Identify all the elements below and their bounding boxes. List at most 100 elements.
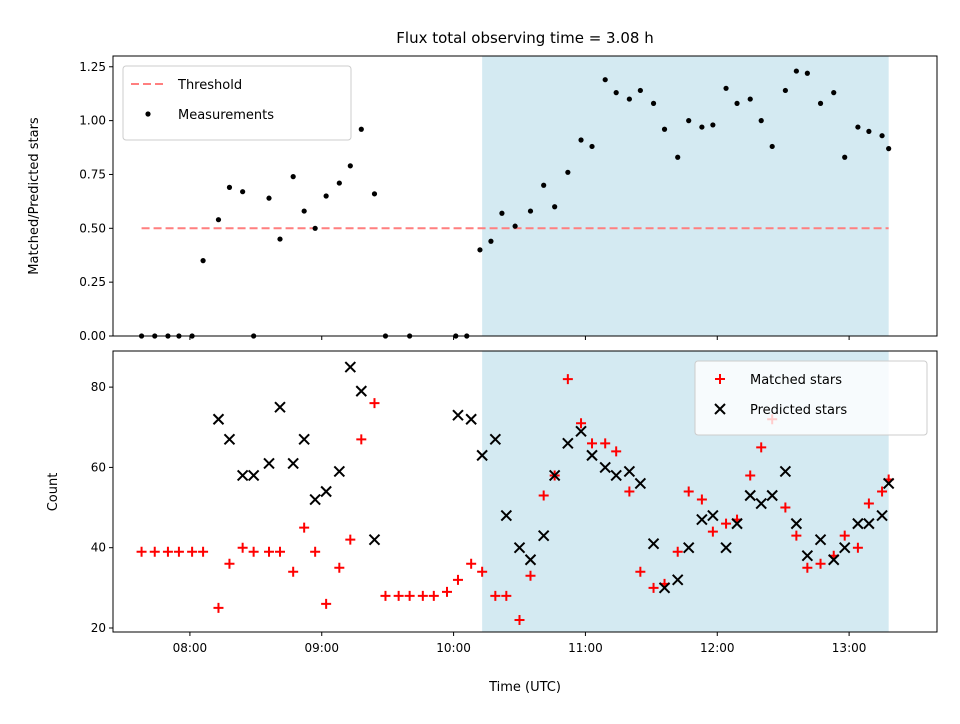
matched-point [587, 438, 598, 449]
matched-point [264, 546, 275, 557]
predicted-point [247, 469, 260, 482]
y-tick-label: 0.50 [79, 221, 106, 235]
matched-point [136, 546, 147, 557]
predicted-point [223, 433, 236, 446]
matched-point [562, 374, 573, 385]
measurement-point [650, 100, 657, 106]
matched-point [224, 558, 235, 569]
legend-label: Predicted stars [750, 403, 847, 418]
matched-point [852, 542, 863, 553]
matched-point [441, 586, 452, 597]
matched-point [611, 446, 622, 457]
matched-point [791, 530, 802, 541]
matched-point [452, 574, 463, 585]
predicted-point [212, 413, 225, 425]
legend-label: Matched stars [750, 373, 842, 388]
measurement-point [793, 68, 799, 74]
predicted-point [755, 497, 767, 510]
legend: Threshold Measurements [122, 65, 352, 141]
measurement-point [817, 100, 824, 106]
measurement-point [879, 133, 885, 139]
predicted-point [839, 541, 851, 554]
measurement-point [855, 124, 861, 130]
matched-point [501, 590, 512, 601]
matched-point [380, 590, 391, 601]
matched-point [576, 418, 587, 429]
measurement-point [758, 118, 764, 124]
matched-point [310, 546, 321, 557]
measurement-point [277, 236, 283, 242]
matched-point [274, 546, 285, 557]
y-tick-label: 40 [91, 541, 106, 555]
measurement-point [769, 143, 775, 150]
axes-frame [112, 350, 938, 633]
predicted-point [876, 509, 888, 522]
predicted-point [465, 413, 477, 425]
matched-point [538, 490, 549, 501]
predicted-point [863, 517, 875, 530]
matched-point [393, 590, 404, 601]
matched-point [173, 546, 184, 557]
measurement-point [747, 96, 753, 102]
y-tick-label: 60 [91, 460, 106, 474]
legend: Matched stars Predicted stars [694, 360, 928, 436]
predicted-point [562, 437, 574, 450]
predicted-point [672, 574, 684, 586]
measurement-point [512, 223, 518, 229]
matched-point [514, 614, 525, 625]
measurement-point [637, 87, 643, 94]
measurement-point [290, 174, 296, 180]
predicted-point [623, 465, 636, 478]
measurement-point [661, 126, 668, 132]
matched-point [149, 546, 160, 557]
y-tick-label: 0.75 [79, 167, 106, 181]
matched-point [600, 438, 611, 449]
measurement-point [842, 154, 848, 160]
matched-point [635, 566, 646, 577]
measurement-point [200, 258, 206, 264]
measurement-point [226, 184, 233, 190]
matched-point [404, 590, 415, 601]
matched-point [490, 590, 501, 601]
predicted-point [779, 465, 792, 478]
matched-point [815, 558, 826, 569]
predicted-point [801, 550, 814, 562]
measurement-point [675, 154, 681, 160]
bottom-panel: 20 40 60 80 08:00 09:00 10:00 11:00 12:00 13:00 Ma… [91, 350, 938, 655]
predicted-point [524, 554, 537, 566]
predicted-point [599, 461, 611, 474]
x-tick-label: 08:00 [173, 641, 208, 655]
measurement-point [831, 90, 837, 96]
predicted-point [548, 469, 561, 482]
measurement-point [240, 189, 246, 195]
matched-point [839, 530, 850, 541]
matched-point [802, 562, 813, 573]
predicted-point [309, 493, 321, 506]
measurement-point [371, 191, 378, 197]
measurement-point [686, 118, 692, 124]
matched-point [248, 546, 259, 557]
matched-point [721, 518, 732, 529]
legend-label: Measurements [178, 108, 274, 123]
matched-point [780, 502, 791, 513]
measurement-point [312, 225, 318, 231]
predicted-point [814, 533, 827, 546]
matched-point [356, 434, 367, 445]
predicted-point [852, 517, 864, 530]
predicted-point [731, 517, 743, 530]
measurement-point [886, 146, 892, 152]
predicted-point [696, 513, 708, 526]
measurement-point [782, 87, 788, 94]
predicted-point [236, 469, 249, 482]
predicted-point [368, 533, 381, 546]
measurement-point [301, 208, 307, 214]
legend-matched-swatch [715, 374, 725, 384]
predicted-point [634, 477, 647, 490]
predicted-point [647, 537, 660, 550]
predicted-point [320, 485, 332, 498]
measurement-point [336, 180, 342, 186]
measurement-point [565, 169, 571, 175]
matched-point [334, 562, 345, 573]
y-tick-label: 80 [91, 380, 106, 394]
